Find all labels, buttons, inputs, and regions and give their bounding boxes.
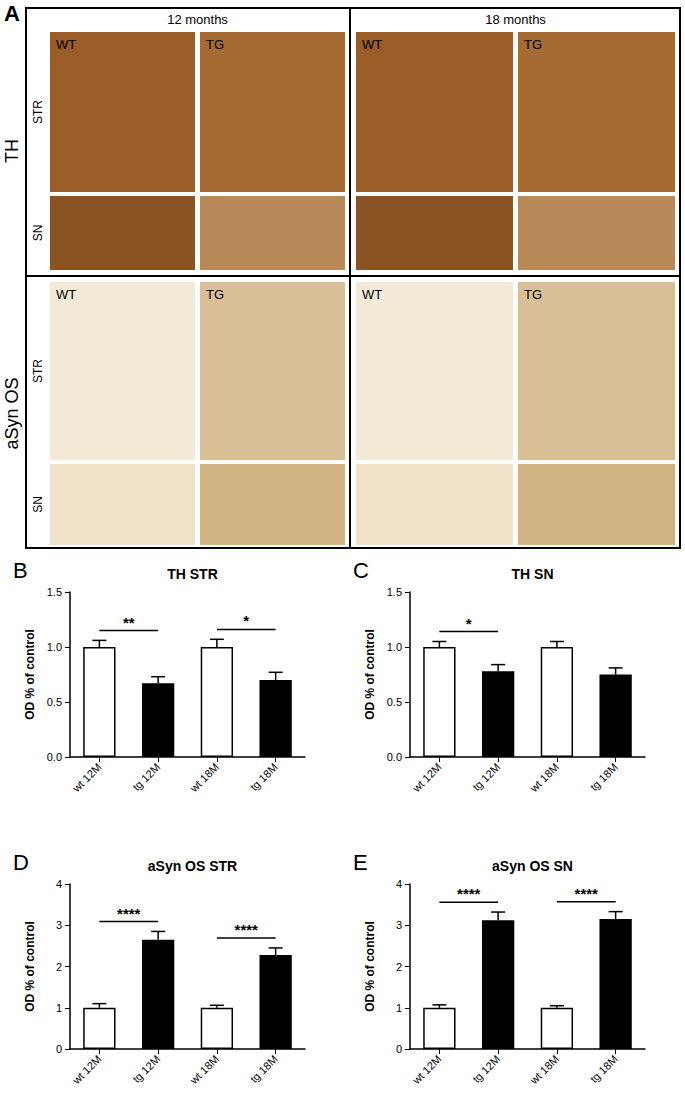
svg-text:TG: TG xyxy=(524,37,542,52)
svg-text:1.0: 1.0 xyxy=(387,641,402,653)
svg-text:aSyn OS STR: aSyn OS STR xyxy=(148,858,237,874)
svg-text:0: 0 xyxy=(56,1043,62,1055)
svg-text:STR: STR xyxy=(31,359,45,383)
svg-text:TH STR: TH STR xyxy=(167,566,218,582)
svg-text:SN: SN xyxy=(31,225,45,242)
svg-text:OD % of control: OD % of control xyxy=(363,921,377,1012)
svg-text:*: * xyxy=(243,612,249,629)
svg-text:TG: TG xyxy=(206,287,224,302)
svg-text:C: C xyxy=(353,558,369,583)
svg-text:E: E xyxy=(353,850,368,875)
svg-text:wt 12M: wt 12M xyxy=(409,761,443,795)
svg-text:2: 2 xyxy=(56,961,62,973)
svg-text:WT: WT xyxy=(362,37,382,52)
svg-text:D: D xyxy=(13,850,29,875)
svg-text:tg 12M: tg 12M xyxy=(470,761,502,793)
svg-text:2: 2 xyxy=(396,961,402,973)
svg-text:SN: SN xyxy=(31,496,45,513)
svg-text:WT: WT xyxy=(56,37,76,52)
svg-text:B: B xyxy=(13,558,28,583)
svg-text:3: 3 xyxy=(56,919,62,931)
svg-text:1.0: 1.0 xyxy=(47,641,62,653)
svg-text:OD % of control: OD % of control xyxy=(363,629,377,720)
svg-text:3: 3 xyxy=(396,919,402,931)
svg-text:WT: WT xyxy=(56,287,76,302)
svg-text:OD % of control: OD % of control xyxy=(23,629,37,720)
svg-text:0.0: 0.0 xyxy=(47,751,62,763)
svg-text:1.5: 1.5 xyxy=(47,586,62,598)
svg-text:A: A xyxy=(4,1,20,26)
svg-text:**: ** xyxy=(123,614,135,631)
svg-text:4: 4 xyxy=(396,878,402,890)
svg-text:1: 1 xyxy=(56,1002,62,1014)
svg-text:0.0: 0.0 xyxy=(387,751,402,763)
svg-text:12 months: 12 months xyxy=(167,12,228,27)
svg-text:aSyn OS: aSyn OS xyxy=(2,377,22,449)
svg-text:4: 4 xyxy=(56,878,62,890)
svg-text:tg 12M: tg 12M xyxy=(130,761,162,793)
svg-text:1: 1 xyxy=(396,1002,402,1014)
svg-text:TH: TH xyxy=(2,139,22,163)
svg-text:wt 12M: wt 12M xyxy=(409,1053,443,1087)
svg-text:*: * xyxy=(466,615,472,632)
svg-text:tg 12M: tg 12M xyxy=(130,1053,162,1085)
svg-text:aSyn OS SN: aSyn OS SN xyxy=(492,858,573,874)
svg-text:wt 12M: wt 12M xyxy=(69,1053,103,1087)
svg-text:TG: TG xyxy=(206,37,224,52)
svg-text:WT: WT xyxy=(362,287,382,302)
svg-text:wt 12M: wt 12M xyxy=(69,761,103,795)
svg-text:tg 18M: tg 18M xyxy=(248,1053,280,1085)
svg-text:tg 12M: tg 12M xyxy=(470,1053,502,1085)
svg-text:0.5: 0.5 xyxy=(47,696,62,708)
svg-text:tg 18M: tg 18M xyxy=(588,1053,620,1085)
svg-text:18 months: 18 months xyxy=(485,12,546,27)
svg-text:0: 0 xyxy=(396,1043,402,1055)
svg-text:****: **** xyxy=(235,921,259,938)
svg-text:wt 18M: wt 18M xyxy=(527,1053,561,1087)
svg-text:wt 18M: wt 18M xyxy=(187,761,221,795)
svg-text:0.5: 0.5 xyxy=(387,696,402,708)
svg-text:STR: STR xyxy=(31,100,45,124)
svg-text:TG: TG xyxy=(524,287,542,302)
svg-text:OD % of control: OD % of control xyxy=(23,921,37,1012)
svg-text:****: **** xyxy=(575,885,599,902)
svg-text:wt 18M: wt 18M xyxy=(187,1053,221,1087)
svg-text:****: **** xyxy=(457,885,481,902)
svg-text:****: **** xyxy=(117,905,141,922)
svg-text:wt 18M: wt 18M xyxy=(527,761,561,795)
svg-text:TH SN: TH SN xyxy=(512,566,554,582)
svg-text:tg 18M: tg 18M xyxy=(248,761,280,793)
svg-text:tg 18M: tg 18M xyxy=(588,761,620,793)
svg-text:1.5: 1.5 xyxy=(387,586,402,598)
